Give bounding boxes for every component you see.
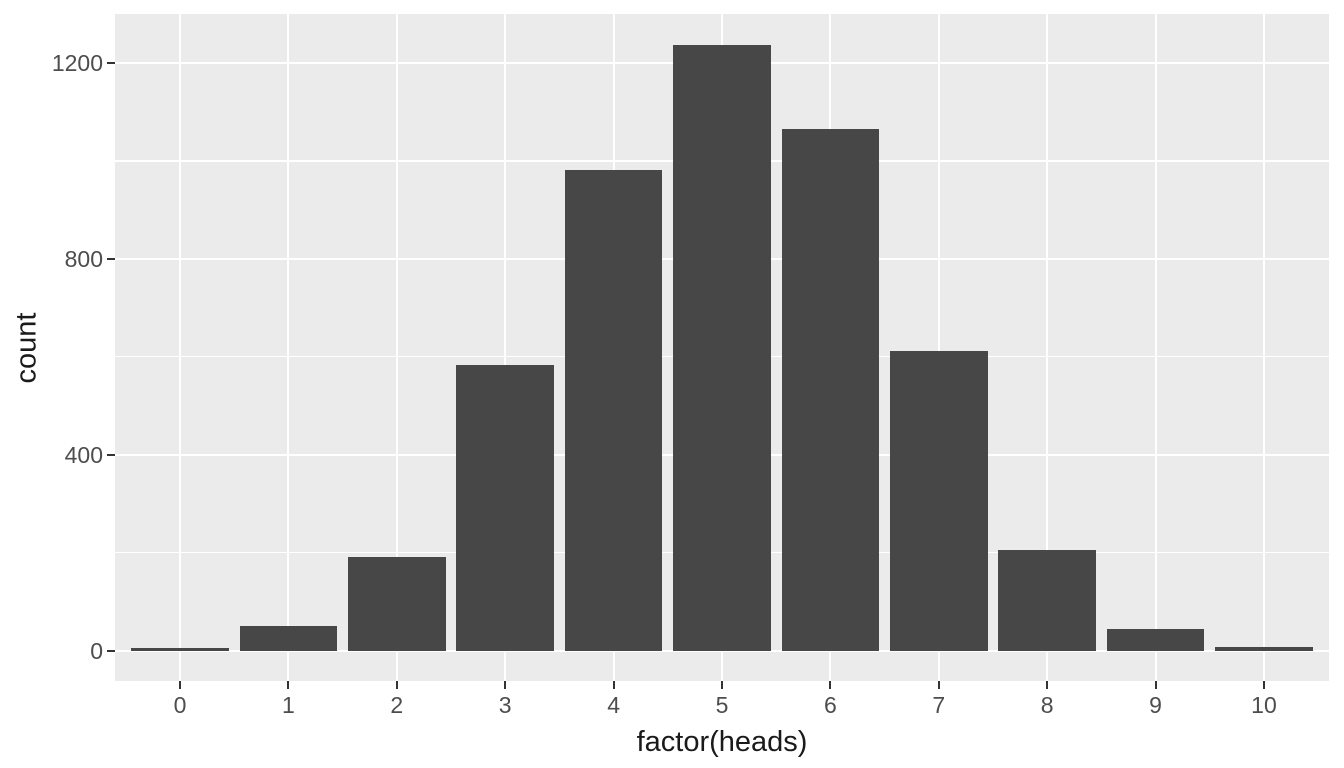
x-tick-label: 8 [1040, 692, 1054, 718]
x-tick-label: 0 [173, 692, 187, 718]
x-major-gridline [1154, 14, 1157, 681]
x-tick-label: 5 [715, 692, 729, 718]
bar-heads-8 [998, 550, 1096, 651]
y-axis-tick [107, 649, 115, 652]
y-axis-tick [107, 453, 115, 456]
y-tick-label: 1200 [51, 49, 103, 76]
x-axis-tick [287, 681, 290, 689]
x-major-gridline [395, 14, 398, 681]
x-axis-tick [395, 681, 398, 689]
bar-heads-9 [1106, 628, 1205, 651]
x-major-gridline [937, 14, 940, 681]
bar-heads-4 [564, 169, 663, 651]
bar-heads-7 [890, 350, 988, 651]
x-tick-label: 9 [1149, 692, 1162, 718]
y-tick-label: 400 [64, 441, 103, 468]
x-tick-label: 7 [932, 692, 946, 718]
y-axis-title: count [10, 312, 43, 383]
x-major-gridline [1262, 14, 1265, 681]
x-major-gridline [1046, 14, 1049, 681]
bar-heads-0 [131, 648, 229, 651]
x-axis-tick [1154, 681, 1157, 689]
y-axis-tick [107, 257, 115, 260]
y-tick-label: 0 [90, 637, 103, 664]
x-axis-tick [504, 681, 507, 689]
x-axis-tick [937, 681, 940, 689]
bar-heads-2 [348, 556, 446, 651]
x-tick-label: 1 [282, 692, 295, 718]
x-major-gridline [287, 14, 290, 681]
x-tick-label: 3 [498, 692, 512, 718]
bar-heads-5 [673, 44, 771, 651]
x-tick-label: 2 [390, 692, 404, 718]
x-major-gridline [179, 14, 182, 681]
x-tick-label: 6 [823, 692, 837, 718]
x-major-gridline [504, 14, 507, 681]
x-tick-label: 4 [607, 692, 620, 718]
bar-heads-10 [1215, 646, 1313, 651]
x-axis-tick [179, 681, 182, 689]
bar-heads-3 [456, 364, 554, 651]
bar-heads-1 [239, 625, 338, 651]
x-axis-tick [829, 681, 832, 689]
x-axis-tick [612, 681, 615, 689]
x-axis-tick [1046, 681, 1049, 689]
y-tick-label: 800 [64, 245, 103, 272]
y-axis-tick [107, 61, 115, 64]
x-axis-tick [721, 681, 723, 689]
x-axis-tick [1262, 681, 1265, 689]
x-axis-title: factor(heads) [636, 726, 808, 758]
bar-heads-6 [781, 129, 880, 651]
x-tick-label: 10 [1251, 692, 1277, 718]
